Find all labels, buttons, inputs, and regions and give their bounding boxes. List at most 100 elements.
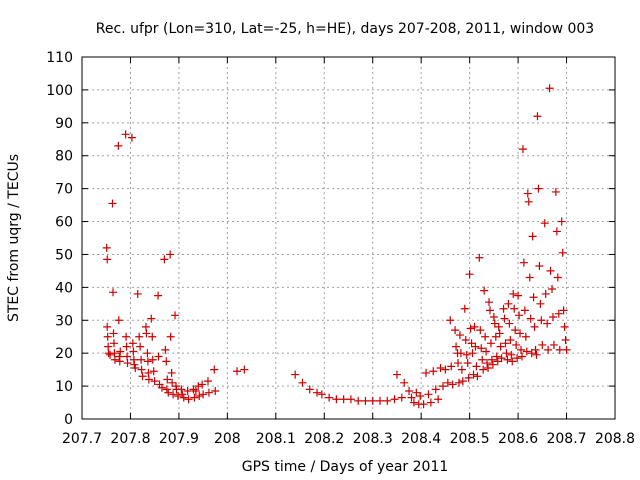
data-point [464, 373, 473, 382]
data-point [478, 355, 487, 364]
data-point [135, 332, 144, 341]
data-point [520, 306, 529, 315]
data-point [457, 365, 466, 374]
data-point [508, 357, 517, 366]
data-point [484, 363, 493, 372]
x-tick-label: 208.1 [256, 431, 296, 447]
data-point [409, 398, 418, 407]
x-tick-label: 208.6 [498, 431, 538, 447]
data-point [488, 360, 497, 369]
data-point [121, 130, 130, 139]
data-point [103, 332, 112, 341]
data-point [527, 349, 536, 358]
axis-ticks: 207.7 207.8 207.9 208 208.1 208.2 208.3 208.4 20… [46, 50, 635, 447]
data-point [154, 352, 163, 361]
data-point [115, 357, 124, 366]
x-tick-label: 208.7 [546, 431, 586, 447]
data-point [390, 395, 399, 404]
data-point [504, 299, 513, 308]
data-point [138, 372, 147, 381]
data-point [507, 350, 516, 359]
data-point [532, 350, 541, 359]
data-point [493, 357, 502, 366]
data-point [122, 342, 131, 351]
data-points [102, 84, 571, 409]
data-point [102, 243, 111, 252]
x-tick-label: 208 [214, 431, 241, 447]
data-point [544, 345, 553, 354]
data-point [557, 217, 566, 226]
data-point [441, 365, 450, 374]
data-point [167, 368, 176, 377]
data-point [551, 187, 560, 196]
data-point [122, 332, 131, 341]
data-point [458, 377, 467, 386]
data-point [291, 370, 300, 379]
data-point [470, 322, 479, 331]
data-point [505, 319, 514, 328]
data-point [511, 326, 520, 335]
y-tick-label: 110 [46, 50, 73, 66]
data-point [517, 352, 526, 361]
data-point [486, 339, 495, 348]
data-point [298, 378, 307, 387]
data-point [523, 189, 532, 198]
chart-title: Rec. ufpr (Lon=310, Lat=-25, h=HE), days… [96, 21, 594, 37]
data-point [481, 332, 490, 341]
data-point [492, 352, 501, 361]
data-point [448, 380, 457, 389]
data-point [198, 380, 207, 389]
y-axis-label: STEC from uqrg / TECUs [6, 154, 22, 322]
data-point [160, 255, 169, 264]
data-point [525, 273, 534, 282]
data-point [109, 288, 118, 297]
data-point [538, 340, 547, 349]
data-point [147, 314, 156, 323]
data-point [451, 326, 460, 335]
data-point [143, 349, 152, 358]
data-point [354, 396, 363, 405]
data-point [555, 345, 564, 354]
data-point [522, 347, 531, 356]
data-point [487, 355, 496, 364]
data-point [512, 340, 521, 349]
data-point [546, 266, 555, 275]
data-point [416, 391, 425, 400]
data-point [477, 344, 486, 353]
y-tick-label: 70 [55, 182, 73, 198]
data-point [514, 291, 523, 300]
data-point [108, 199, 117, 208]
data-point [148, 332, 157, 341]
data-point [148, 355, 157, 364]
x-tick-label: 207.8 [110, 431, 150, 447]
data-point [500, 314, 509, 323]
data-point [240, 365, 249, 374]
data-point [191, 387, 200, 396]
data-point [157, 383, 166, 392]
data-point [516, 329, 525, 338]
data-point [305, 385, 314, 394]
data-point [103, 255, 112, 264]
data-point [485, 298, 494, 307]
data-point [515, 311, 524, 320]
data-point [548, 312, 557, 321]
data-point [473, 372, 482, 381]
y-tick-label: 10 [55, 379, 73, 395]
data-point [114, 316, 123, 325]
data-point [506, 336, 515, 345]
data-point [541, 289, 550, 298]
y-tick-label: 100 [46, 83, 73, 99]
x-tick-label: 208.4 [401, 431, 441, 447]
x-tick-label: 207.9 [159, 431, 199, 447]
data-point [548, 285, 557, 294]
data-point [407, 393, 416, 402]
data-point [446, 316, 455, 325]
data-point [106, 350, 115, 359]
data-point [177, 385, 186, 394]
data-point [465, 270, 474, 279]
data-point [149, 367, 158, 376]
data-point [491, 332, 500, 341]
data-point [114, 141, 123, 150]
data-point [339, 395, 348, 404]
